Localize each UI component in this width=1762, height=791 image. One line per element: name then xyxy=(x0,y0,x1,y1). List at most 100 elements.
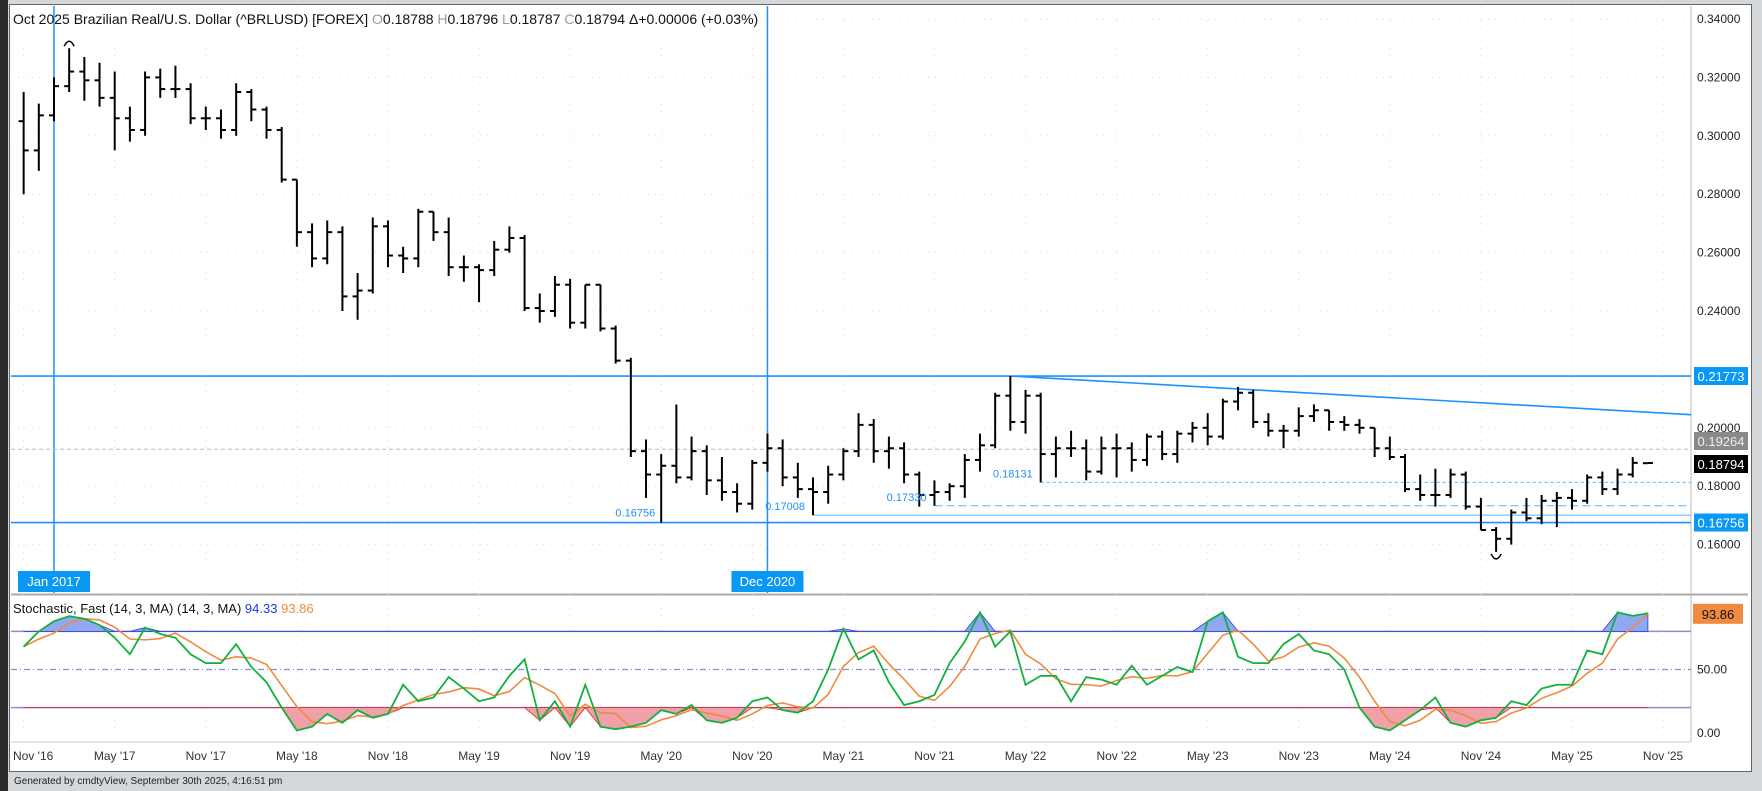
stochastic-label: Stochastic, Fast (14, 3, MA) (14, 3, MA) xyxy=(13,601,242,616)
header-instrument: Brazilian Real/U.S. Dollar (^BRLUSD) [FO… xyxy=(73,11,369,27)
ohlc-bar xyxy=(1369,426,1380,457)
ohlc-bar xyxy=(1536,494,1547,525)
ohlc-bar xyxy=(549,275,560,317)
ohlc-bar xyxy=(1020,389,1031,434)
ohlc-bar xyxy=(1126,442,1137,472)
x-tick-label: Nov '23 xyxy=(1279,749,1320,763)
stochastic-d-line xyxy=(23,613,1649,729)
x-tick-label: Nov '21 xyxy=(914,749,955,763)
date-badge-label: Jan 2017 xyxy=(27,574,81,589)
ohlc-bar xyxy=(868,419,879,463)
ohlc-bar xyxy=(231,83,242,136)
x-tick-label: May '23 xyxy=(1187,749,1229,763)
ohlc-bar xyxy=(428,210,439,241)
y-tick-label: 0.20000 xyxy=(1697,421,1741,435)
ohlc-bar xyxy=(1278,424,1289,449)
ohlc-bar xyxy=(200,106,211,130)
x-tick-label: Nov '24 xyxy=(1461,749,1502,763)
ohlc-bar xyxy=(580,283,591,329)
ohlc-bar xyxy=(1187,421,1198,443)
ohlc-bar xyxy=(1551,492,1562,528)
ohlc-bar xyxy=(291,178,302,247)
ohlc-bar xyxy=(853,413,864,457)
ohlc-bar xyxy=(1050,436,1061,478)
ohlc-bar xyxy=(64,48,75,92)
low-value: 0.18787 xyxy=(509,11,561,27)
ohlc-bar xyxy=(1202,413,1213,446)
ohlc-bar xyxy=(382,220,393,268)
ohlc-bar xyxy=(49,77,59,122)
oversold-fill xyxy=(23,706,1648,731)
ohlc-bar xyxy=(1096,436,1107,475)
ohlc-bar xyxy=(1612,468,1623,495)
ohlc-bar xyxy=(1081,439,1092,481)
ohlc-bar xyxy=(1339,416,1350,431)
ohlc-bar xyxy=(1066,430,1077,457)
level-badge xyxy=(1694,367,1748,386)
ohlc-bar xyxy=(79,56,90,101)
ohlc-bar xyxy=(458,255,469,282)
date-badge xyxy=(731,571,804,592)
x-tick-label: May '24 xyxy=(1369,749,1411,763)
ohlc-bar xyxy=(732,483,743,513)
stochastic-k-value: 94.33 xyxy=(244,601,278,616)
ohlc-bar xyxy=(1293,407,1304,437)
ohlc-bar xyxy=(1415,474,1426,501)
stochastic-panel xyxy=(11,610,1691,732)
date-badge-label: Dec 2020 xyxy=(740,574,796,589)
ohlc-bar xyxy=(322,220,333,265)
close-key: C xyxy=(564,11,575,27)
y-tick-label: 0.30000 xyxy=(1697,129,1741,143)
stochastic-k-line xyxy=(23,610,1649,732)
stoch-y-tick-label: 50.00 xyxy=(1697,663,1727,677)
ohlc-bar xyxy=(261,106,272,139)
ohlc-bar xyxy=(1475,497,1486,531)
ohlc-bar xyxy=(352,273,363,320)
last-price-badge-label: 0.18794 xyxy=(1698,457,1745,472)
stochastic-d-badge xyxy=(1693,603,1743,624)
price-grid xyxy=(11,18,1691,546)
y-tick-label: 0.32000 xyxy=(1697,70,1741,84)
x-tick-label: Nov '22 xyxy=(1096,749,1137,763)
ohlc-bar xyxy=(1400,454,1411,493)
ohlc-bar xyxy=(109,71,120,151)
x-tick-label: Nov '19 xyxy=(550,749,591,763)
ohlc-bar xyxy=(1324,409,1335,431)
ohlc-bar xyxy=(1263,413,1274,437)
stochastic-header: Stochastic, Fast (14, 3, MA) (14, 3, MA)… xyxy=(13,601,314,616)
ohlc-bar xyxy=(1506,509,1517,545)
y-tick-label: 0.28000 xyxy=(1697,187,1741,201)
ohlc-bar xyxy=(944,483,955,501)
stochastic-d-badge-label: 93.86 xyxy=(1702,607,1735,622)
ohlc-bar xyxy=(504,226,515,253)
ohlc-bar xyxy=(1567,489,1577,510)
ohlc-bar xyxy=(974,433,985,472)
open-key: O xyxy=(372,11,383,27)
x-tick-label: May '22 xyxy=(1005,749,1047,763)
ohlc-bar xyxy=(747,459,758,510)
y-tick-label: 0.26000 xyxy=(1697,246,1741,260)
ohlc-bar xyxy=(1172,430,1183,463)
ohlc-bar xyxy=(1491,527,1502,552)
level-badge-label: 0.16756 xyxy=(1698,516,1745,531)
y-tick-label: 0.34000 xyxy=(1697,12,1741,26)
ohlc-bar xyxy=(489,240,500,276)
ohlc-bar xyxy=(367,217,378,294)
ohlc-bar xyxy=(18,92,29,195)
ohlc-bar xyxy=(1217,398,1228,440)
ohlc-bar xyxy=(595,283,606,332)
x-tick-label: May '19 xyxy=(458,749,500,763)
ohlc-bar xyxy=(899,442,910,484)
left-strip xyxy=(0,0,8,791)
ohlc-bar xyxy=(838,448,849,481)
ohlc-bar xyxy=(185,83,196,125)
ohlc-bar xyxy=(762,433,773,472)
ohlc-bar xyxy=(990,392,1001,449)
ohlc-bar xyxy=(246,89,257,122)
y-tick-label: 0.24000 xyxy=(1697,304,1741,318)
ohlc-bar xyxy=(519,235,530,311)
x-tick-label: May '21 xyxy=(823,749,865,763)
reference-badge xyxy=(1694,432,1748,450)
x-tick-label: May '25 xyxy=(1551,749,1593,763)
